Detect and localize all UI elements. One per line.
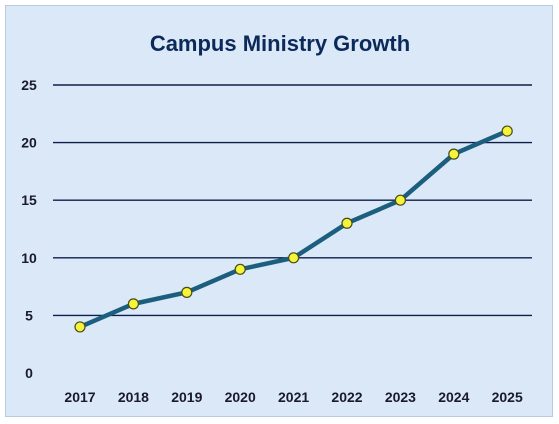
chart-title: Campus Ministry Growth [150, 31, 410, 56]
y-tick-label: 25 [21, 77, 37, 93]
data-point-2023 [394, 194, 406, 206]
series-line [77, 128, 510, 330]
x-tick-label: 2022 [331, 389, 362, 405]
x-tick-label: 2020 [225, 389, 256, 405]
series-layer [74, 125, 513, 333]
data-point-2022 [341, 217, 353, 229]
y-tick-label: 0 [25, 365, 33, 381]
x-tick-label: 2024 [438, 389, 469, 405]
x-tick-label: 2021 [278, 389, 309, 405]
chart-area [5, 5, 553, 417]
data-point-2017 [74, 321, 86, 333]
y-tick-label: 5 [25, 307, 33, 323]
data-point-2019 [181, 286, 193, 298]
x-tick-label: 2025 [492, 389, 523, 405]
y-tick-label: 20 [21, 135, 37, 151]
x-tick-label: 2023 [385, 389, 416, 405]
data-point-2020 [234, 263, 246, 275]
data-point-2021 [288, 252, 300, 264]
x-tick-label: 2019 [171, 389, 202, 405]
y-tick-label: 15 [21, 192, 37, 208]
data-point-2024 [448, 148, 460, 160]
x-tick-label: 2017 [64, 389, 95, 405]
data-point-2018 [127, 298, 139, 310]
x-axis-ticks: 2017 2018 2019 2020 2021 2022 2023 2024 2025 [64, 389, 523, 405]
data-point-2025 [501, 125, 513, 137]
x-tick-label: 2018 [118, 389, 149, 405]
gridlines [53, 84, 532, 317]
y-axis-ticks: 0 5 10 15 20 25 [21, 77, 37, 381]
y-tick-label: 10 [21, 250, 37, 266]
